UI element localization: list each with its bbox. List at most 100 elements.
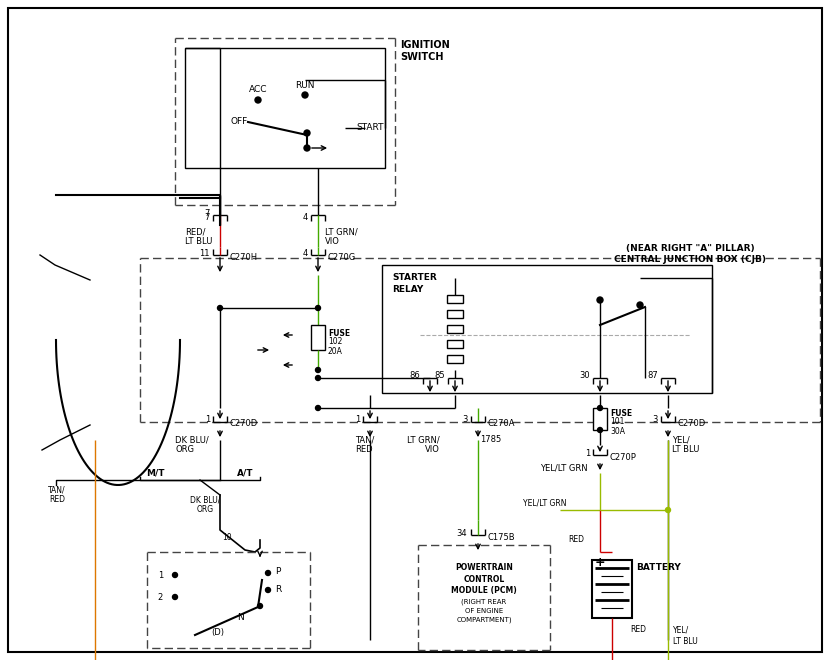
FancyBboxPatch shape [311, 325, 325, 350]
Text: ACC: ACC [248, 86, 268, 94]
Text: IGNITION: IGNITION [400, 40, 450, 50]
Text: START: START [356, 123, 383, 133]
Circle shape [597, 428, 602, 432]
Text: ORG: ORG [196, 506, 214, 515]
Circle shape [173, 595, 178, 599]
Text: MODULE (PCM): MODULE (PCM) [451, 587, 517, 595]
FancyBboxPatch shape [447, 295, 463, 303]
Text: YEL/: YEL/ [672, 436, 690, 444]
Circle shape [316, 306, 321, 310]
Text: 2: 2 [158, 593, 163, 601]
Text: 30: 30 [579, 372, 590, 381]
Text: RED/: RED/ [185, 228, 205, 236]
Text: STARTER: STARTER [392, 273, 437, 282]
Text: 87: 87 [647, 372, 658, 381]
Text: TAN/: TAN/ [48, 486, 66, 494]
Text: 1: 1 [204, 416, 210, 424]
Text: VIO: VIO [325, 238, 340, 246]
FancyBboxPatch shape [593, 408, 607, 430]
Circle shape [265, 570, 271, 576]
Text: LT GRN/: LT GRN/ [407, 436, 440, 444]
FancyBboxPatch shape [8, 8, 822, 652]
Circle shape [258, 603, 263, 609]
Text: 1785: 1785 [480, 436, 501, 444]
Text: C270A: C270A [488, 420, 515, 428]
Text: 30A: 30A [610, 426, 625, 436]
Text: C175B: C175B [488, 533, 515, 541]
Text: P: P [275, 568, 280, 576]
Text: (RIGHT REAR: (RIGHT REAR [461, 599, 507, 605]
FancyBboxPatch shape [447, 325, 463, 333]
Text: RUN: RUN [295, 81, 315, 90]
Text: C270D: C270D [678, 420, 706, 428]
Text: A/T: A/T [237, 469, 253, 477]
Text: CENTRAL JUNCTION BOX (CJB): CENTRAL JUNCTION BOX (CJB) [614, 255, 766, 265]
Circle shape [637, 302, 643, 308]
Text: 20A: 20A [328, 346, 343, 356]
Text: 1: 1 [355, 416, 360, 424]
Text: R: R [275, 585, 281, 595]
Text: CONTROL: CONTROL [464, 576, 504, 585]
Text: RED: RED [355, 446, 372, 455]
Text: 3: 3 [463, 416, 468, 424]
Text: LT BLU: LT BLU [673, 636, 698, 645]
Text: 7: 7 [204, 213, 210, 222]
FancyBboxPatch shape [592, 560, 632, 618]
Text: 1: 1 [158, 570, 163, 579]
FancyBboxPatch shape [447, 355, 463, 363]
Text: ORG: ORG [175, 446, 194, 455]
Circle shape [316, 376, 321, 381]
Circle shape [173, 572, 178, 578]
Circle shape [218, 306, 223, 310]
Text: COMPARTMENT): COMPARTMENT) [456, 616, 512, 623]
Circle shape [597, 405, 602, 411]
Circle shape [316, 368, 321, 372]
Text: 4: 4 [302, 249, 308, 257]
Text: 86: 86 [409, 372, 420, 381]
FancyBboxPatch shape [447, 340, 463, 348]
Text: SWITCH: SWITCH [400, 52, 444, 62]
Text: 85: 85 [435, 372, 445, 381]
Text: M/T: M/T [145, 469, 165, 477]
Text: C270H: C270H [230, 253, 258, 261]
Circle shape [255, 97, 261, 103]
Text: FUSE: FUSE [610, 409, 632, 418]
Text: +: + [595, 556, 605, 570]
Text: LT BLU: LT BLU [672, 446, 700, 455]
Text: (NEAR RIGHT "A" PILLAR): (NEAR RIGHT "A" PILLAR) [626, 244, 755, 253]
Text: RED: RED [49, 496, 65, 504]
Circle shape [265, 587, 271, 593]
Text: FUSE: FUSE [328, 329, 350, 337]
Text: 34: 34 [456, 529, 467, 537]
Text: 102: 102 [328, 337, 342, 346]
Text: C270D: C270D [230, 420, 258, 428]
Text: VIO: VIO [425, 446, 440, 455]
Text: 11: 11 [199, 249, 210, 257]
Circle shape [597, 297, 603, 303]
Text: YEL/: YEL/ [673, 626, 689, 634]
Text: 1: 1 [585, 449, 590, 457]
Circle shape [302, 92, 308, 98]
Text: TAN/: TAN/ [355, 436, 375, 444]
FancyBboxPatch shape [185, 48, 385, 168]
Text: 4: 4 [302, 213, 308, 222]
Text: DK BLU/: DK BLU/ [175, 436, 209, 444]
Text: C270G: C270G [328, 253, 356, 261]
Text: BATTERY: BATTERY [636, 564, 681, 572]
Text: RED: RED [630, 626, 646, 634]
Circle shape [316, 405, 321, 411]
Circle shape [666, 508, 671, 513]
Text: C270P: C270P [610, 453, 637, 461]
Text: N: N [237, 614, 243, 622]
Text: YEL/LT GRN: YEL/LT GRN [524, 498, 567, 508]
Text: DK BLU/: DK BLU/ [189, 496, 220, 504]
Text: 10: 10 [223, 533, 232, 541]
Text: POWERTRAIN: POWERTRAIN [455, 564, 513, 572]
FancyBboxPatch shape [382, 265, 712, 393]
Text: (D): (D) [212, 628, 224, 636]
Text: RELAY: RELAY [392, 286, 423, 294]
Text: OFF: OFF [231, 117, 248, 127]
Circle shape [304, 130, 310, 136]
Text: OF ENGINE: OF ENGINE [465, 608, 503, 614]
Text: LT BLU: LT BLU [185, 238, 213, 246]
